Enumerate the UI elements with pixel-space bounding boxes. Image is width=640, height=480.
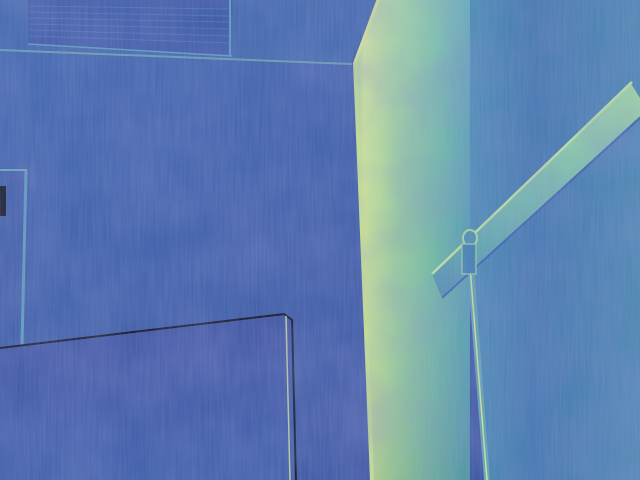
thermal-image (0, 0, 640, 480)
thermal-scene (0, 0, 640, 480)
scanline-texture (0, 0, 640, 480)
